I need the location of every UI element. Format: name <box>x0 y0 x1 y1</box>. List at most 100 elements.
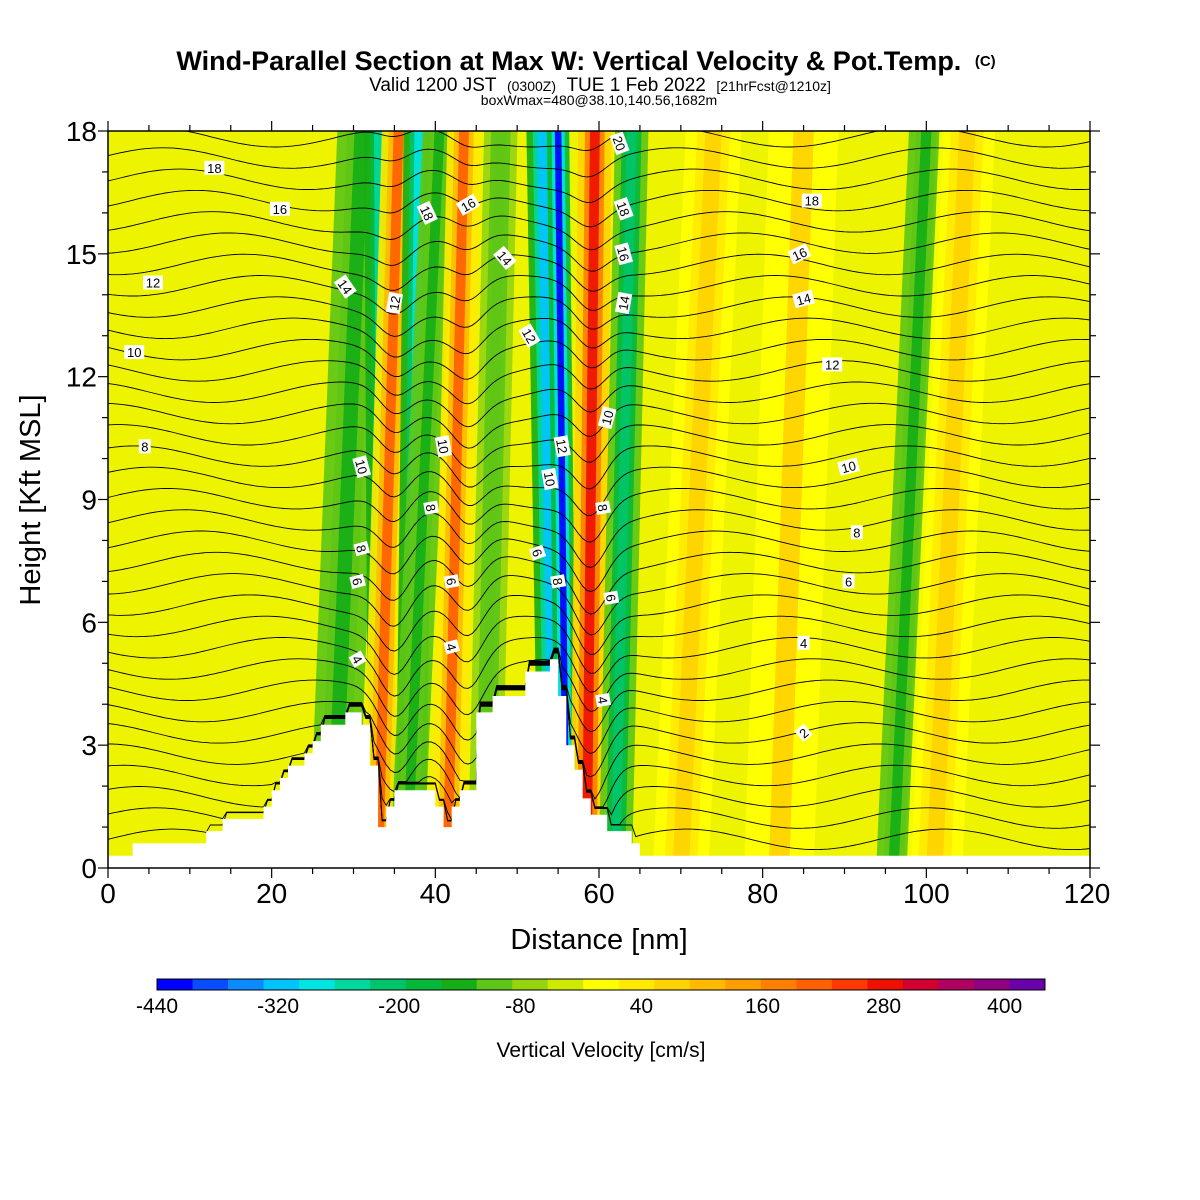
contour-label: 12 <box>518 323 541 348</box>
colorbar-swatch <box>334 979 371 990</box>
contour-label: 12 <box>385 291 404 315</box>
contour-label: 4 <box>443 639 461 655</box>
velocity-band-level <box>888 131 932 868</box>
subtitle-date: TUE 1 Feb 2022 <box>566 75 705 96</box>
y-tick-label: 0 <box>81 853 97 884</box>
contour-label-bg <box>595 692 612 708</box>
y-tick-label: 6 <box>81 607 97 638</box>
isentrope-line <box>108 445 1090 490</box>
contour-label-text: 10 <box>127 345 141 360</box>
contour-label-bg <box>518 323 541 348</box>
colorbar-tick-label: 400 <box>987 995 1022 1018</box>
velocity-band-level <box>325 131 369 868</box>
isentrope-line <box>108 253 1090 292</box>
colorbar-swatch <box>441 979 478 990</box>
contour-label-text: 6 <box>845 574 852 589</box>
contour-label-text: 12 <box>553 438 570 455</box>
isentrope-line <box>108 402 1090 449</box>
contour-label-text: 8 <box>353 543 369 554</box>
contour-label: 18 <box>613 197 634 221</box>
contour-label-bg <box>801 193 822 208</box>
colorbar-swatch <box>299 979 336 990</box>
contour-label-bg <box>124 345 145 360</box>
contour-label-text: 6 <box>349 576 365 587</box>
contour-label: 6 <box>529 544 547 561</box>
isentrope-line <box>108 637 1090 697</box>
contour-label: 18 <box>801 193 822 209</box>
velocity-band <box>906 131 996 868</box>
colorbar-tick-label: -440 <box>136 995 178 1018</box>
contour-label: 6 <box>443 574 460 589</box>
contour-label-text: 4 <box>443 642 459 653</box>
contour-label-text: 12 <box>146 276 160 291</box>
contour-label-bg <box>837 457 861 477</box>
velocity-band <box>430 131 481 868</box>
velocity-band-level <box>554 131 570 868</box>
isentrope-line <box>108 232 1090 272</box>
contour-label-text: 12 <box>386 295 403 312</box>
contour-label-bg <box>204 160 225 175</box>
contour-label: 4 <box>797 635 810 651</box>
contour-label-bg <box>349 573 366 590</box>
contour-label-text: 18 <box>207 161 221 176</box>
colorbar-swatch <box>973 979 1010 990</box>
contour-label-bg <box>792 289 816 309</box>
y-tick-label: 12 <box>66 362 97 393</box>
velocity-band-level <box>442 131 469 868</box>
colorbar-swatch <box>512 979 549 990</box>
contour-label: 18 <box>416 200 438 225</box>
velocity-band-level <box>401 131 445 868</box>
contour-label-text: 10 <box>599 409 617 427</box>
contour-label: 4 <box>595 692 612 708</box>
isentrope-line <box>108 211 1090 251</box>
contour-label-text: 16 <box>614 245 632 263</box>
x-axis-label: Distance [nm] <box>510 924 687 956</box>
isentrope-line <box>108 381 1090 428</box>
velocity-band <box>876 131 944 868</box>
svg-text:Valid 1200 JST (0300Z): Valid 1200 JST (0300Z) TUE 1 Feb 2022 [2… <box>369 75 831 96</box>
contour-label: 8 <box>850 525 863 540</box>
isentrope-line <box>108 338 1090 380</box>
isentrope-line <box>108 594 1090 656</box>
svg-text:Wind-Parallel Section at Max W: Wind-Parallel Section at Max W: Vertical… <box>176 46 995 76</box>
colorbar-swatch <box>547 979 584 990</box>
contour-label: 10 <box>352 455 372 479</box>
colorbar-tick-label: -200 <box>378 995 420 1018</box>
contour-label: 6 <box>349 573 366 590</box>
x-tick-label: 120 <box>1064 878 1111 909</box>
contour-label-bg <box>850 525 863 540</box>
contour-label-text: 8 <box>141 439 148 454</box>
contour-label: 8 <box>423 500 440 515</box>
contour-label-text: 8 <box>423 503 439 513</box>
contour-label-text: 16 <box>273 202 287 217</box>
contour-label-bg <box>609 131 630 156</box>
contour-label: 14 <box>333 274 357 299</box>
chart-title-tag: (C) <box>975 53 996 70</box>
contour-label: 8 <box>550 574 567 589</box>
contour-label-text: 10 <box>434 438 451 455</box>
x-tick-label: 100 <box>903 878 950 909</box>
isentrope-line <box>108 131 1090 151</box>
contour-label-text: 10 <box>352 458 370 476</box>
chart-title: Wind-Parallel Section at Max W: Vertical… <box>176 46 961 76</box>
colorbar-swatch <box>618 979 655 990</box>
colorbar-swatch <box>405 979 442 990</box>
colorbar-swatch <box>654 979 691 990</box>
contour-label-bg <box>434 435 453 458</box>
contour-label-text: 10 <box>840 458 858 476</box>
colorbar-frame <box>156 978 1046 991</box>
colorbar-swatch <box>370 979 407 990</box>
contour-label: 16 <box>269 201 290 217</box>
colorbar-swatch <box>902 979 939 990</box>
colorbar-swatch <box>263 979 300 990</box>
contour-label: 14 <box>614 291 633 315</box>
isentrope-line <box>108 648 1090 765</box>
contour-label-bg <box>797 635 810 650</box>
colorbar-swatch <box>228 979 265 990</box>
colorbar-swatch <box>867 979 904 990</box>
velocity-band-level <box>373 131 404 868</box>
contour-label-bg <box>541 467 559 491</box>
colorbar-label: Vertical Velocity [cm/s] <box>497 1039 706 1062</box>
isentrope-line <box>108 650 1090 808</box>
isentrope-line <box>108 649 1090 782</box>
